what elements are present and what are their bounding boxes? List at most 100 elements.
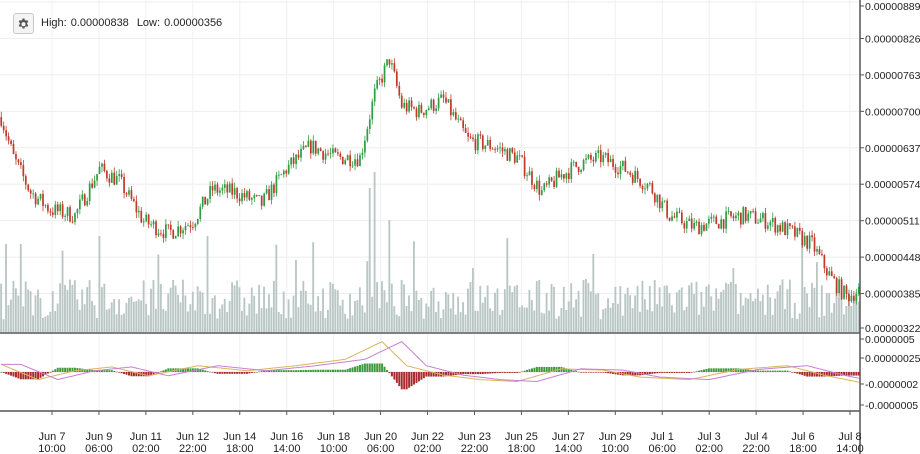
volume-bar <box>476 311 479 332</box>
candle-body <box>513 152 516 163</box>
time-label-date: Jun 7 <box>39 431 66 443</box>
macd-histogram-bar <box>494 372 497 374</box>
candle-body <box>521 155 524 157</box>
candle-body <box>20 162 22 166</box>
volume-bar <box>363 312 366 332</box>
candle-body <box>206 198 209 205</box>
candle-body <box>280 174 283 176</box>
volume-bar <box>164 310 167 332</box>
volume-bar <box>673 312 676 332</box>
candle-body <box>42 193 44 206</box>
macd-histogram-bar <box>707 368 710 372</box>
candle-body <box>223 184 226 188</box>
candle-body <box>680 212 683 224</box>
candle-body <box>653 193 656 203</box>
macd-histogram-bar <box>44 372 47 375</box>
volume-bar <box>358 287 361 332</box>
volume-bar <box>268 294 270 332</box>
candle-body <box>499 147 501 149</box>
volume-bar <box>221 304 224 332</box>
macd-histogram-bar <box>128 372 130 376</box>
volume-bar <box>729 281 732 332</box>
volume-bar <box>523 307 526 332</box>
candle-body <box>570 162 573 179</box>
price-tick-label: 0.00000637 <box>865 143 920 155</box>
volume-bar <box>319 310 322 332</box>
candle-body <box>565 173 568 179</box>
volume-bar <box>457 296 460 332</box>
macd-histogram-bar <box>548 366 551 372</box>
macd-histogram-bar <box>341 369 344 372</box>
macd-histogram-bar <box>855 372 858 376</box>
volume-bar <box>683 310 686 332</box>
candle-body <box>54 204 57 215</box>
volume-bar <box>469 282 472 332</box>
candle-body <box>368 119 371 129</box>
macd-histogram-bar <box>658 372 661 373</box>
time-label-hour: 02:00 <box>132 443 160 454</box>
volume-bar <box>560 308 563 332</box>
macd-histogram-bar <box>806 372 809 377</box>
volume-bar <box>147 315 150 332</box>
macd-histogram-bar <box>108 370 111 372</box>
macd-histogram-bar <box>823 372 826 377</box>
macd-histogram-bar <box>479 372 482 375</box>
candle-body <box>221 187 224 191</box>
macd-histogram-bar <box>349 368 352 372</box>
candle-body <box>400 95 403 108</box>
candle-body <box>169 224 172 230</box>
candle-body <box>376 80 379 89</box>
candle-body <box>415 108 418 118</box>
candle-body <box>806 235 809 249</box>
candle-body <box>74 213 76 223</box>
candle-body <box>418 104 420 118</box>
volume-bar <box>206 236 209 332</box>
candle-body <box>850 295 853 302</box>
volume-bar <box>41 317 44 332</box>
volume-bar <box>430 290 433 332</box>
candle-body <box>833 276 836 278</box>
volume-bar <box>484 296 487 332</box>
time-label-date: Jun 12 <box>176 431 209 443</box>
volume-bar <box>142 280 145 332</box>
candle-body <box>78 199 81 210</box>
volume-bar <box>462 302 464 332</box>
macd-histogram-bar <box>327 369 330 372</box>
macd-histogram-bar <box>457 372 460 375</box>
candle-body <box>5 130 8 137</box>
macd-histogram-bar <box>258 371 261 373</box>
candle-body <box>24 176 27 185</box>
macd-histogram-bar <box>29 372 32 380</box>
volume-bar <box>410 311 413 332</box>
macd-histogram-bar <box>730 368 732 372</box>
candle-body <box>479 134 482 136</box>
settings-button[interactable] <box>13 13 34 34</box>
macd-histogram-bar <box>304 369 307 372</box>
macd-histogram-bar <box>241 372 244 374</box>
low-label: Low: <box>136 17 161 29</box>
candle-body <box>668 217 671 221</box>
macd-histogram-bar <box>840 372 843 376</box>
volume-bar <box>604 308 607 332</box>
candle-body <box>558 170 560 178</box>
volume-bar <box>346 318 349 332</box>
candle-body <box>843 285 845 299</box>
macd-histogram-bar <box>700 370 703 372</box>
macd-histogram-bar <box>64 367 67 372</box>
volume-bar <box>169 287 172 332</box>
macd-histogram-bar <box>51 370 54 372</box>
candle-body <box>779 225 782 232</box>
candle-body <box>698 221 700 235</box>
volume-bar <box>59 283 62 332</box>
macd-histogram-bar <box>120 372 123 374</box>
macd-histogram-bar <box>503 372 506 373</box>
volume-bar <box>258 284 261 332</box>
macd-histogram-bar <box>607 372 610 374</box>
candle-body <box>776 225 779 233</box>
macd-histogram-bar <box>319 369 322 372</box>
macd-histogram-bar <box>228 372 231 374</box>
volume-bar <box>440 318 442 332</box>
macd-histogram-bar <box>182 368 185 372</box>
volume-bar <box>265 308 268 332</box>
